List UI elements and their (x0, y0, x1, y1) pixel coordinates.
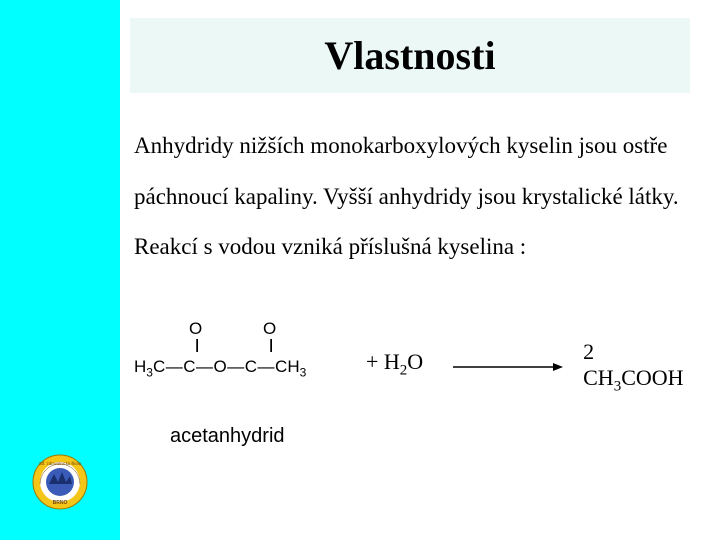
plus-water: + H2O (366, 349, 423, 379)
double-bond-o-2: O || (263, 319, 276, 347)
paragraph-1: Anhydridy nižších monokarboxylových kyse… (134, 133, 679, 209)
product-formula: 2 CH3COOH (583, 339, 700, 395)
main-content: Vlastnosti Anhydridy nižších monokarboxy… (120, 0, 720, 540)
sidebar: Stř. zdravotnická škola BRNO (0, 0, 120, 540)
chem-formula-main: H3C—C—O—C—CH3 (134, 357, 306, 379)
paragraph-2: Reakcí s vodou vzniká příslušná kyselina… (134, 234, 526, 259)
reactant-structure: O || O || H3C—C—O—C—CH3 (134, 319, 354, 389)
double-bond-o-1: O || (189, 319, 202, 347)
body-text: Anhydridy nižších monokarboxylových kyse… (134, 121, 700, 273)
title-box: Vlastnosti (130, 18, 690, 93)
svg-text:BRNO: BRNO (53, 500, 68, 506)
reaction-row: O || O || H3C—C—O—C—CH3 + H2O 2 CH3COOH (134, 313, 700, 395)
page-title: Vlastnosti (130, 32, 690, 79)
reaction-arrow-icon (453, 360, 563, 378)
svg-text:Stř. zdravotnická škola: Stř. zdravotnická škola (39, 461, 82, 466)
reactant-label: acetanhydrid (170, 425, 700, 448)
school-logo: Stř. zdravotnická škola BRNO (32, 454, 88, 510)
